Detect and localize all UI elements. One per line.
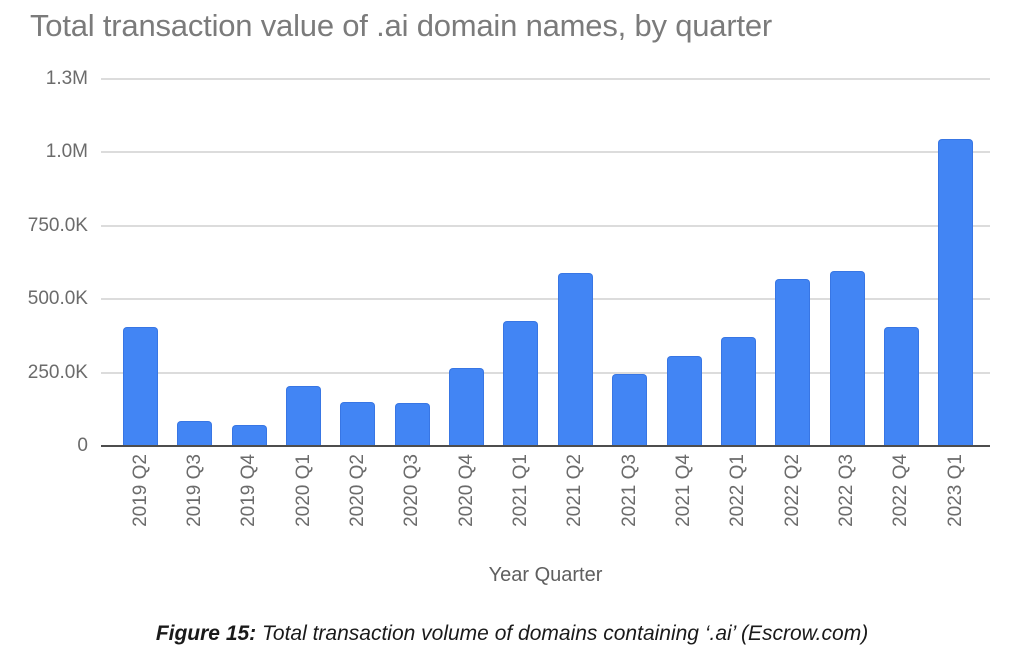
x-axis-tick-label: 2023 Q1 — [944, 454, 966, 527]
figure-caption: Figure 15: Total transaction volume of d… — [0, 622, 1024, 646]
x-axis-tick-label: 2020 Q1 — [292, 454, 314, 527]
bar — [449, 368, 485, 446]
x-axis-tick-label: 2020 Q2 — [346, 454, 368, 527]
y-axis-tick-label: 500.0K — [27, 288, 88, 310]
y-axis-tick-label: 1.0M — [45, 141, 88, 163]
bar — [231, 425, 267, 446]
x-axis-tick-label: 2019 Q2 — [129, 454, 151, 527]
figure-caption-text: Total transaction volume of domains cont… — [256, 622, 869, 645]
gridline — [101, 224, 990, 227]
x-axis-tick-label: 2022 Q1 — [727, 454, 749, 527]
bar — [286, 385, 322, 446]
x-axis-baseline — [101, 445, 990, 447]
bar — [557, 272, 593, 446]
bar — [720, 337, 756, 446]
plot-area — [101, 78, 990, 447]
y-axis-tick-label: 750.0K — [27, 214, 88, 236]
x-axis-tick-label: 2019 Q3 — [183, 454, 205, 527]
x-axis-tick-label: 2021 Q3 — [618, 454, 640, 527]
x-axis-tick-label: 2021 Q4 — [673, 454, 694, 527]
x-axis-labels: 2019 Q2 2019 Q3 2019 Q4 2020 Q1 2020 Q2 2020 … — [0, 454, 1024, 564]
x-axis-tick-label: 2021 Q1 — [509, 454, 531, 527]
y-axis-tick-label: 0 — [77, 435, 88, 456]
y-axis-tick-label: 250.0K — [27, 361, 88, 383]
figure-caption-prefix: Figure 15: — [155, 622, 257, 645]
x-axis-title: Year Quarter — [488, 564, 603, 586]
x-axis-tick-label: 2020 Q4 — [455, 454, 477, 527]
x-axis-tick-label: 2022 Q3 — [836, 454, 858, 527]
bar — [829, 271, 865, 446]
bar — [123, 327, 158, 446]
x-axis-tick-label: 2022 Q2 — [781, 454, 803, 527]
gridline — [101, 151, 990, 154]
x-axis-tick-label: 2021 Q2 — [564, 454, 586, 527]
bar — [883, 327, 919, 446]
gridline — [101, 371, 990, 374]
bar — [503, 321, 539, 446]
bar — [394, 403, 430, 446]
y-axis-tick-label: 1.3M — [45, 68, 88, 89]
chart-title: Total transaction value of .ai domain na… — [30, 8, 773, 43]
bar — [666, 356, 702, 446]
gridline — [101, 298, 990, 301]
x-axis-tick-label: 2020 Q3 — [401, 454, 423, 527]
bar — [612, 374, 648, 446]
y-axis-labels: 0 250.0K 500.0K 750.0K 1.0M 1.3M — [0, 68, 88, 456]
bar — [775, 278, 811, 446]
bar — [177, 421, 213, 446]
bar — [938, 139, 974, 446]
bar — [340, 401, 376, 446]
x-axis-tick-label: 2019 Q4 — [238, 454, 260, 527]
gridline — [101, 78, 990, 80]
x-axis-tick-label: 2022 Q4 — [890, 454, 912, 527]
